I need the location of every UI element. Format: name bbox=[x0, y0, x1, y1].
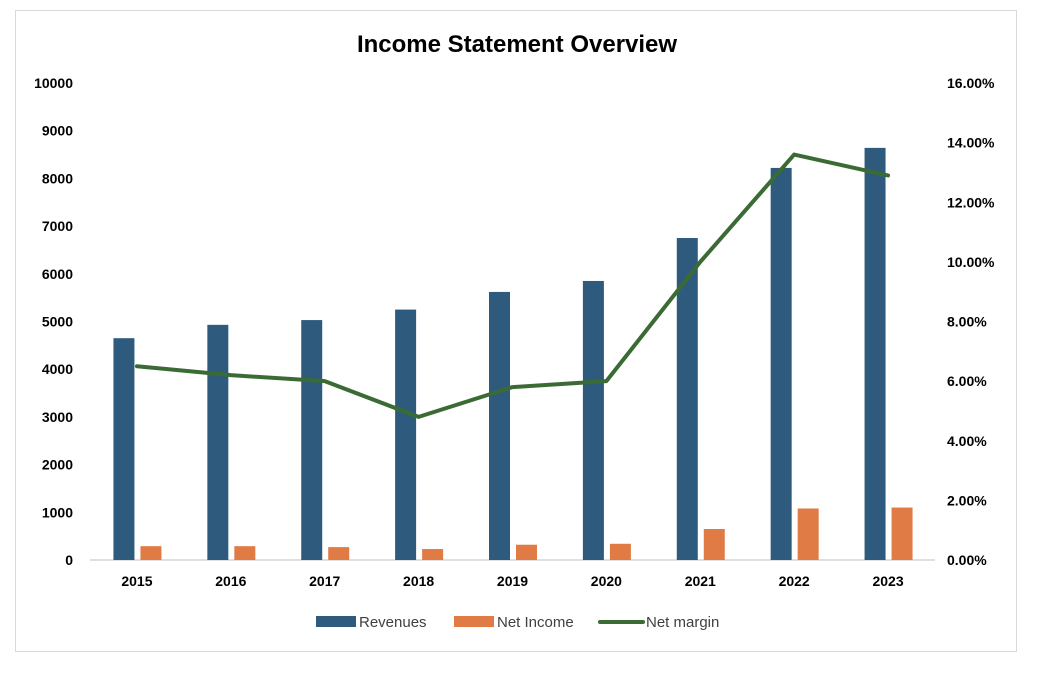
x-axis-tick-label: 2021 bbox=[685, 573, 716, 589]
chart-title: Income Statement Overview bbox=[357, 31, 677, 58]
legend-swatch-net-income bbox=[454, 616, 494, 627]
left-axis-tick-label: 3000 bbox=[42, 409, 73, 425]
left-axis-tick-label: 1000 bbox=[42, 504, 73, 520]
left-axis-ticks: 0 1000 2000 3000 4000 5000 6000 7000 8000 9000 100… bbox=[34, 75, 73, 568]
right-axis-tick-label: 4.00% bbox=[947, 433, 987, 449]
x-axis-tick-label: 2019 bbox=[497, 573, 528, 589]
x-axis-tick-label: 2018 bbox=[403, 573, 434, 589]
bar-revenues-2021 bbox=[676, 238, 698, 560]
bar-net-income-2016 bbox=[234, 546, 256, 560]
right-axis-tick-label: 16.00% bbox=[947, 75, 995, 91]
right-axis-tick-label: 14.00% bbox=[947, 135, 995, 151]
right-axis-tick-label: 2.00% bbox=[947, 492, 987, 508]
x-axis-tick-label: 2022 bbox=[779, 573, 810, 589]
left-axis-tick-label: 4000 bbox=[42, 361, 73, 377]
bar-net-income-2017 bbox=[328, 547, 350, 560]
line-series bbox=[134, 152, 891, 419]
bar-revenues-2015 bbox=[113, 338, 135, 560]
right-axis-tick-label: 10.00% bbox=[947, 254, 995, 270]
left-axis-tick-label: 9000 bbox=[42, 123, 73, 139]
bar-revenues-2017 bbox=[301, 320, 323, 560]
bar-revenues-2019 bbox=[489, 291, 510, 560]
x-axis-tick-label: 2020 bbox=[591, 573, 622, 589]
legend: Revenues Net Income Net margin bbox=[316, 614, 719, 631]
left-axis-tick-label: 0 bbox=[65, 552, 73, 568]
bar-net-income-2022 bbox=[797, 508, 819, 560]
bar-net-income-2023 bbox=[891, 507, 913, 560]
bar-net-income-2019 bbox=[516, 544, 537, 560]
right-axis-ticks: 0.00% 2.00% 4.00% 6.00% 8.00% 10.00% 12.00% 14.… bbox=[947, 75, 995, 568]
x-axis-tick-label: 2016 bbox=[215, 573, 246, 589]
bar-marks bbox=[113, 147, 913, 560]
bar-net-income-2021 bbox=[703, 528, 725, 560]
left-axis-tick-label: 6000 bbox=[42, 266, 73, 282]
bar-revenues-2020 bbox=[582, 280, 604, 560]
bar-revenues-2023 bbox=[864, 147, 886, 560]
right-axis-tick-label: 12.00% bbox=[947, 194, 995, 210]
left-axis-tick-label: 2000 bbox=[42, 457, 73, 473]
legend-label-revenues: Revenues bbox=[359, 614, 427, 631]
bar-net-income-2015 bbox=[140, 546, 162, 560]
line-net-margin bbox=[134, 152, 891, 419]
left-axis-tick-label: 5000 bbox=[42, 314, 73, 330]
right-axis-tick-label: 6.00% bbox=[947, 373, 987, 389]
x-axis-tick-label: 2023 bbox=[872, 573, 903, 589]
legend-label-net-income: Net Income bbox=[497, 614, 574, 631]
right-axis-tick-label: 0.00% bbox=[947, 552, 987, 568]
left-axis-tick-label: 8000 bbox=[42, 170, 73, 186]
legend-swatch-revenues bbox=[316, 616, 356, 627]
bar-revenues-2016 bbox=[207, 324, 229, 560]
left-axis-tick-label: 10000 bbox=[34, 75, 73, 91]
bar-net-income-2020 bbox=[609, 543, 631, 560]
x-axis-tick-label: 2017 bbox=[309, 573, 340, 589]
bar-revenues-2018 bbox=[395, 309, 417, 560]
x-axis-tick-label: 2015 bbox=[121, 573, 152, 589]
right-axis-tick-label: 8.00% bbox=[947, 314, 987, 330]
bar-net-income-2018 bbox=[422, 549, 444, 560]
legend-label-net-margin: Net margin bbox=[646, 614, 719, 631]
bar-revenues-2022 bbox=[770, 167, 792, 560]
x-axis-ticks: 2015 2016 2017 2018 2019 2020 2021 2022 2023 bbox=[121, 573, 903, 589]
left-axis-tick-label: 7000 bbox=[42, 218, 73, 234]
